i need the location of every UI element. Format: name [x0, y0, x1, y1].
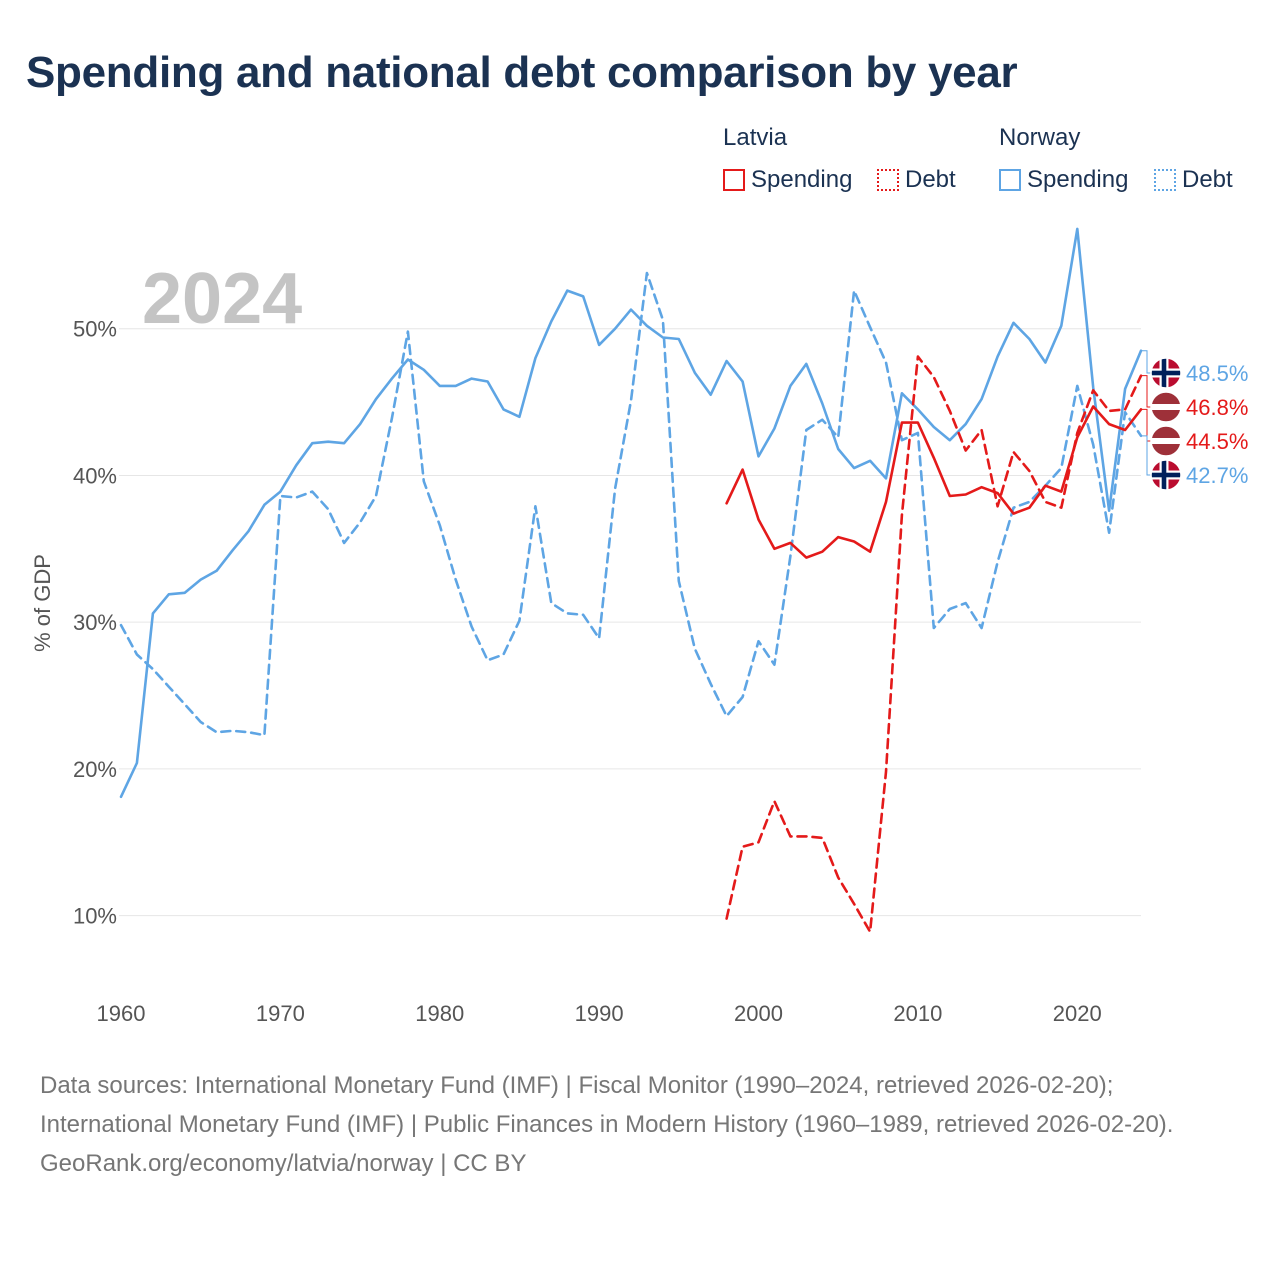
legend-group-norway: Norway — [999, 124, 1081, 151]
latvia-flag-icon — [1150, 391, 1182, 423]
legend-item-norway-spending[interactable]: Spending — [999, 164, 1128, 196]
legend-item-latvia-spending[interactable]: Spending — [723, 164, 852, 196]
y-axis-title: % of GDP — [30, 554, 55, 652]
series-line-norway-debt[interactable] — [119, 271, 1143, 737]
x-tick-label: 1980 — [415, 1001, 464, 1026]
legend-label: Spending — [1027, 166, 1129, 193]
highlight-year: 2024 — [142, 259, 303, 339]
legend-swatch-dotted-red — [877, 169, 899, 191]
legend-label: Spending — [751, 166, 853, 193]
end-value-label: 46.8% — [1186, 395, 1248, 420]
x-tick-label: 1960 — [97, 1001, 146, 1026]
x-tick-label: 2020 — [1053, 1001, 1102, 1026]
latvia-flag-icon — [1150, 425, 1182, 457]
x-tick-label: 2000 — [734, 1001, 783, 1026]
legend-swatch-dotted-blue — [1154, 169, 1176, 191]
end-label-connector — [1141, 350, 1151, 374]
legend-group-latvia: Latvia — [723, 124, 788, 151]
end-value-label: 44.5% — [1186, 429, 1248, 454]
x-tick-label: 1990 — [575, 1001, 624, 1026]
y-axis: 10% 20% 30% 40% 50% — [73, 317, 117, 929]
series-line-norway-spending[interactable] — [119, 227, 1143, 799]
end-label-connector — [1141, 408, 1151, 442]
x-axis: 1960 1970 1980 1990 2000 2010 2020 — [97, 1001, 1102, 1026]
end-labels: 48.5% 46.8% 44.5% 42.7% — [1141, 350, 1248, 491]
y-tick-label: 50% — [73, 317, 117, 342]
series-layer — [119, 227, 1143, 934]
credit-link[interactable]: GeoRank.org/economy/latvia/norway | CC B… — [40, 1150, 527, 1177]
legend-item-norway-debt[interactable]: Debt — [1154, 164, 1233, 196]
end-value-label: 42.7% — [1186, 463, 1248, 488]
chart-title: Spending and national debt comparison by… — [26, 48, 1018, 97]
end-label-connector — [1141, 375, 1151, 408]
legend-item-latvia-debt[interactable]: Debt — [877, 164, 956, 196]
legend-swatch-solid-blue — [999, 169, 1021, 191]
legend-label: Debt — [1182, 166, 1233, 193]
data-sources: Data sources: International Monetary Fun… — [40, 1072, 1174, 1138]
series-line-latvia-spending[interactable] — [725, 405, 1143, 559]
y-tick-label: 10% — [73, 904, 117, 929]
end-label-connector — [1141, 435, 1151, 476]
end-value-label: 48.5% — [1186, 361, 1248, 386]
x-tick-label: 2010 — [893, 1001, 942, 1026]
series-line-latvia-debt[interactable] — [725, 355, 1143, 934]
legend-swatch-solid-red — [723, 169, 745, 191]
y-tick-label: 30% — [73, 610, 117, 635]
legend-label: Debt — [905, 166, 956, 193]
footer: Data sources: International Monetary Fun… — [40, 1066, 1240, 1183]
x-tick-label: 1970 — [256, 1001, 305, 1026]
norway-flag-icon — [1150, 357, 1182, 389]
norway-flag-icon — [1150, 459, 1182, 491]
y-tick-label: 20% — [73, 757, 117, 782]
y-tick-label: 40% — [73, 463, 117, 488]
